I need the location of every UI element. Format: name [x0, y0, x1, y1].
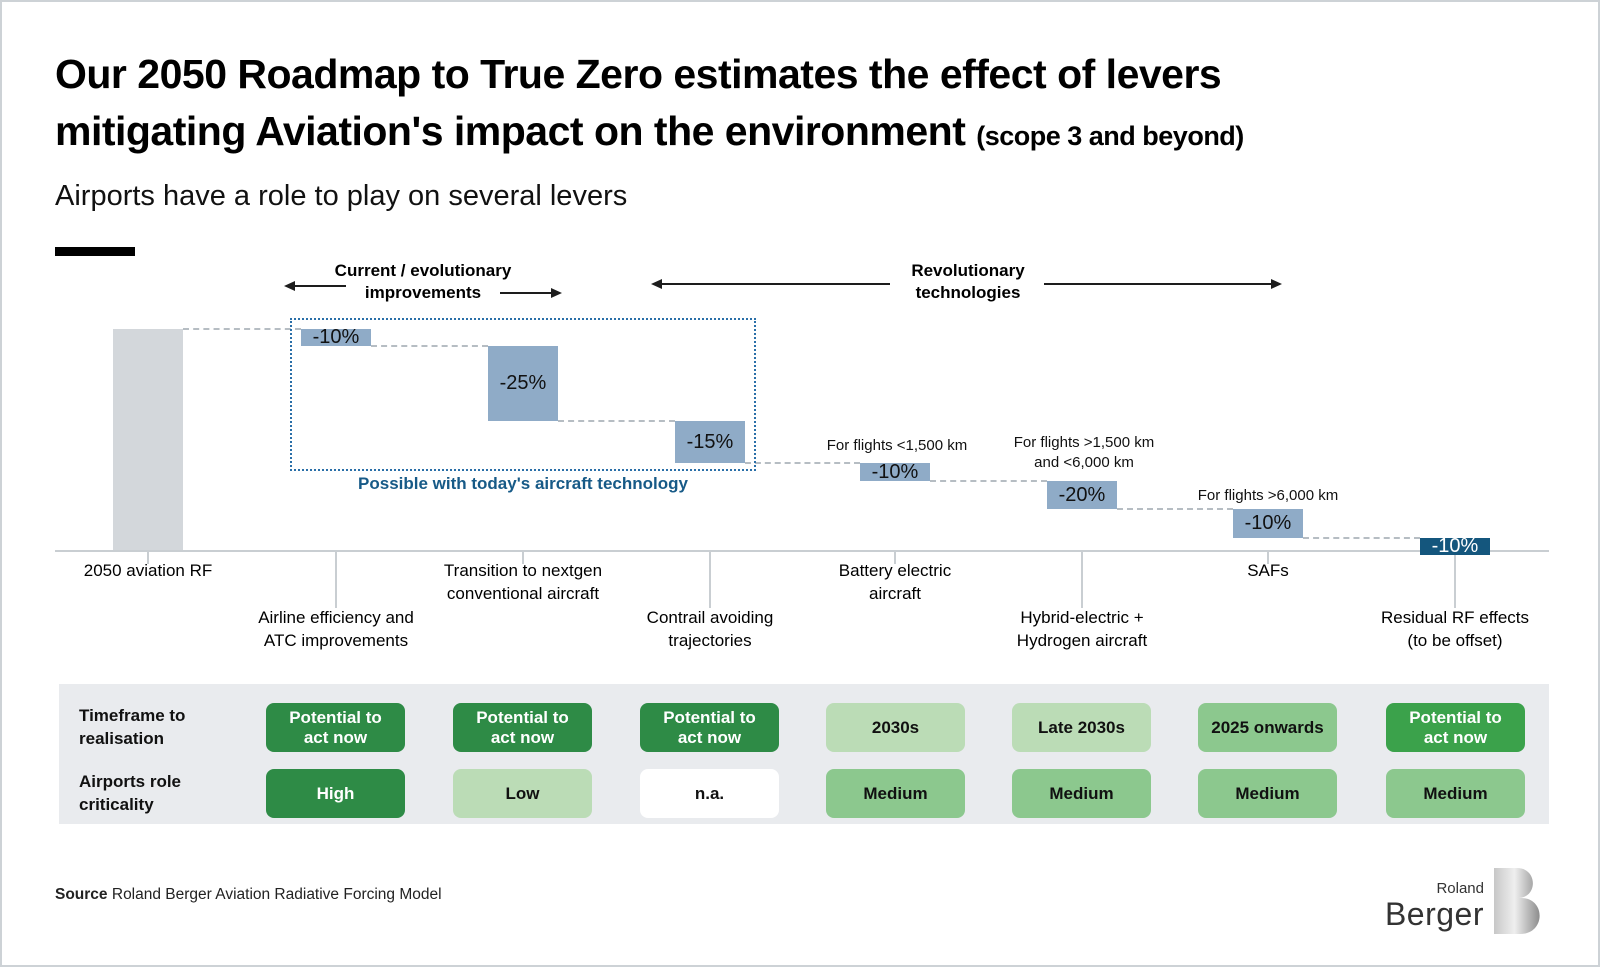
badge-criticality-residual: Medium — [1386, 769, 1525, 818]
badge-timeframe-nextgen: Potential to act now — [453, 703, 592, 752]
tick — [147, 552, 149, 564]
badge-timeframe-hybrid: Late 2030s — [1012, 703, 1151, 752]
row-label-criticality: Airports role criticality — [79, 772, 182, 814]
badge-criticality-contrail: n.a. — [640, 769, 779, 818]
todays-technology-box — [290, 318, 756, 471]
title-line-1: Our 2050 Roadmap to True Zero estimates … — [55, 51, 1222, 97]
axis-label-hybrid-hydrogen: Hybrid-electric + Hydrogen aircraft — [1016, 608, 1148, 650]
axis-label-airline-efficiency: Airline efficiency and ATC improvements — [258, 608, 414, 650]
arrow-right-icon — [1271, 279, 1282, 289]
connector — [1117, 508, 1233, 510]
axis-label-residual-rf: Residual RF effects (to be offset) — [1380, 608, 1530, 650]
tick — [1454, 552, 1456, 608]
note-hybrid-range: For flights >1,500 km and <6,000 km — [1013, 434, 1155, 471]
subtitle: Airports have a role to play on several … — [55, 180, 628, 212]
connector — [183, 328, 301, 330]
revolutionary-arrow-left-line — [662, 283, 890, 285]
current-arrow-right-line — [500, 292, 551, 294]
bar-2050-aviation-rf — [113, 329, 183, 551]
revolutionary-arrow-right-line — [1044, 283, 1271, 285]
title-line-2: mitigating Aviation's impact on the envi… — [55, 108, 977, 154]
source-text: Roland Berger Aviation Radiative Forcing… — [107, 886, 442, 903]
tick — [1081, 552, 1083, 608]
connector — [930, 480, 1047, 482]
bar-nextgen-aircraft: -25% — [488, 346, 558, 421]
connector — [1303, 537, 1420, 539]
badge-criticality-nextgen: Low — [453, 769, 592, 818]
badge-timeframe-battery: 2030s — [826, 703, 965, 752]
tick — [522, 552, 524, 564]
title-suffix: (scope 3 and beyond) — [976, 121, 1244, 151]
arrow-left-icon — [284, 281, 295, 291]
tick — [1267, 552, 1269, 564]
bar-battery-electric: -10% — [860, 461, 930, 483]
note-saf-range: For flights >6,000 km — [1197, 487, 1339, 504]
badge-criticality-airline: High — [266, 769, 405, 818]
bar-residual-rf: -10% — [1420, 535, 1490, 557]
badge-timeframe-safs: 2025 onwards — [1198, 703, 1337, 752]
bar-contrail-avoidance: -15% — [675, 421, 745, 463]
current-arrow-left-line — [295, 285, 346, 287]
badge-criticality-hybrid: Medium — [1012, 769, 1151, 818]
group-label-current: Current / evolutionary improvements — [334, 261, 512, 302]
bar-hybrid-hydrogen: -20% — [1047, 481, 1117, 509]
roland-berger-b-icon — [1494, 868, 1540, 934]
connector — [371, 345, 488, 347]
axis-label-2050-aviation-rf: 2050 aviation RF — [83, 561, 213, 580]
roland-berger-wordmark: Roland Berger — [1384, 880, 1484, 932]
axis-label-contrail-avoidance: Contrail avoiding trajectories — [646, 608, 774, 650]
badge-timeframe-airline: Potential to act now — [266, 703, 405, 752]
source-note: Source Roland Berger Aviation Radiative … — [55, 886, 442, 904]
connector — [745, 462, 860, 464]
badge-timeframe-contrail: Potential to act now — [640, 703, 779, 752]
row-label-timeframe: Timeframe to realisation — [79, 706, 186, 748]
title-divider — [55, 247, 135, 256]
badge-criticality-safs: Medium — [1198, 769, 1337, 818]
bar-airline-efficiency: -10% — [301, 326, 371, 348]
connector — [558, 420, 675, 422]
axis-label-battery-electric: Battery electric aircraft — [838, 561, 952, 603]
arrow-right-icon — [551, 288, 562, 298]
badge-timeframe-residual: Potential to act now — [1386, 703, 1525, 752]
tick — [894, 552, 896, 564]
bar-safs: -10% — [1233, 509, 1303, 538]
axis-label-safs: SAFs — [1247, 561, 1289, 580]
badge-criticality-battery: Medium — [826, 769, 965, 818]
tick — [709, 552, 711, 608]
source-label: Source — [55, 886, 108, 903]
group-label-revolutionary: Revolutionary technologies — [911, 261, 1025, 302]
axis-label-nextgen-aircraft: Transition to nextgen conventional aircr… — [443, 561, 603, 603]
tick — [335, 552, 337, 608]
todays-technology-note: Possible with today's aircraft technolog… — [358, 474, 688, 493]
x-axis — [55, 550, 1549, 552]
arrow-left-icon — [651, 279, 662, 289]
note-battery-range: For flights <1,500 km — [826, 437, 968, 454]
page-title: Our 2050 Roadmap to True Zero estimates … — [55, 46, 1244, 165]
